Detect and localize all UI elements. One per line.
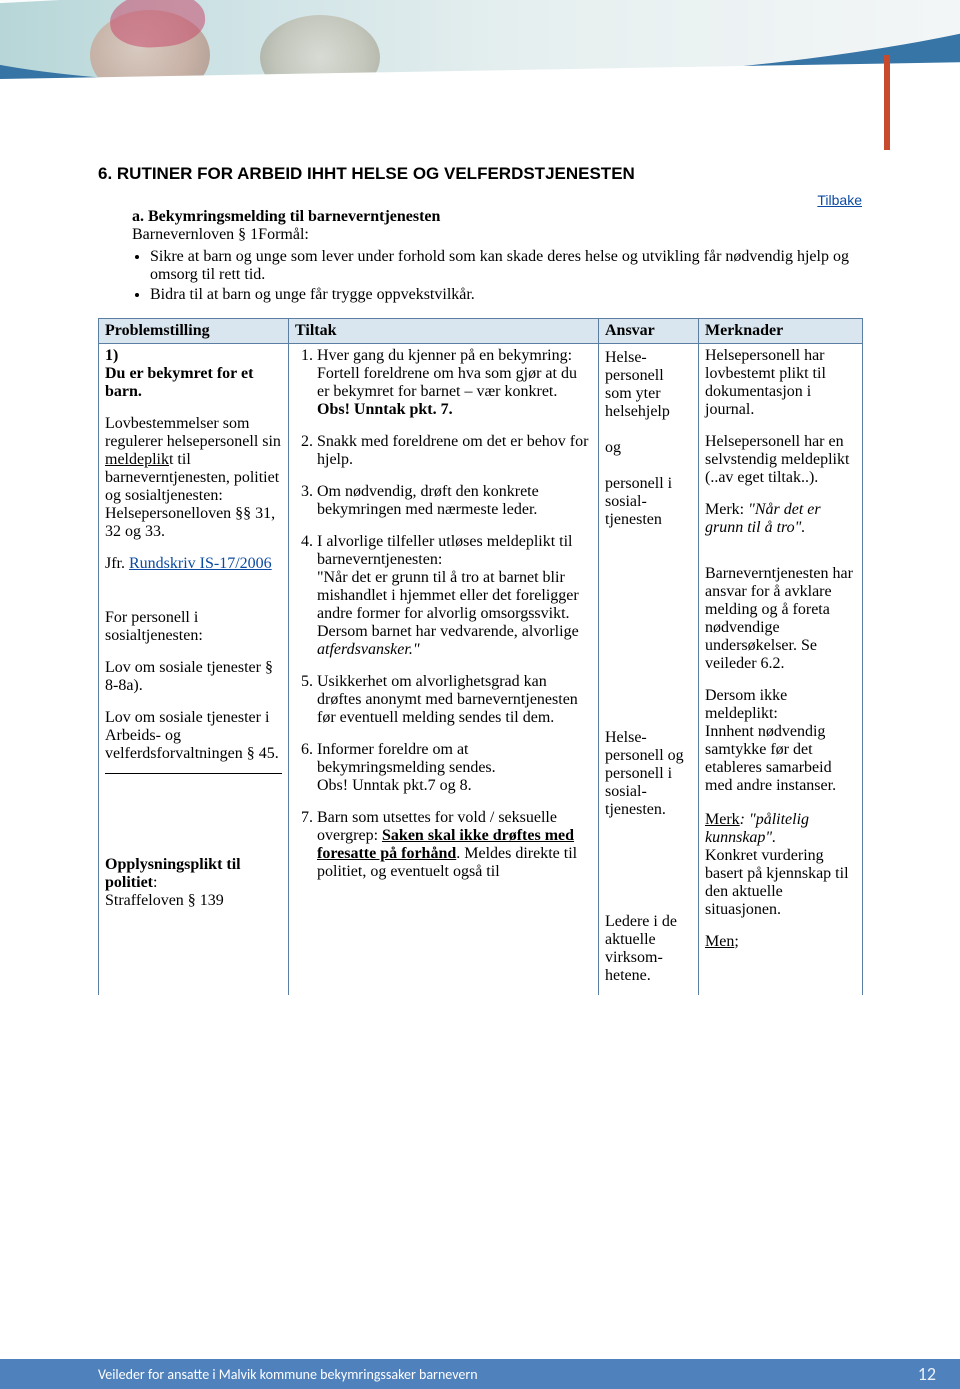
table-row: 1) Du er bekymret for et barn. Lovbestem… [99, 344, 863, 996]
tiltak-item: Usikkerhet om alvorlighetsgrad kan drøft… [317, 673, 592, 727]
intro-lead-a: a. [132, 208, 144, 225]
lov-paragraph: Helsepersonelloven §§ 31, 32 og 33. [105, 505, 282, 541]
intro: a. Bekymringsmelding til barneverntjenes… [132, 208, 862, 304]
footer-text: Veileder for ansatte i Malvik kommune be… [98, 1366, 478, 1383]
ansvar-2: Helse-personell og personell i sosial-tj… [605, 729, 692, 819]
page-number: 12 [918, 1363, 936, 1385]
merk-5b: Innhent nødvendig samtykke før det etabl… [705, 723, 836, 794]
cell-tiltak: Hver gang du kjenner på en bekymring: Fo… [289, 344, 599, 996]
tiltak-item: Om nødvendig, drøft den konkrete bekymri… [317, 483, 592, 519]
row-number: 1) [105, 347, 282, 365]
cell-merknader: Helsepersonell har lovbestemt plikt til … [699, 344, 863, 996]
page: 6. RUTINER FOR ARBEID IHHT HELSE OG VELF… [0, 0, 960, 1389]
jfr-label: Jfr. [105, 555, 129, 572]
merk-6d: Konkret vurdering basert på kjennskap ti… [705, 847, 856, 919]
merk-3a: Merk: [705, 501, 748, 518]
intro-lead-label: Bekymringsmelding til barneverntjenesten [148, 208, 440, 225]
merk-1: Helsepersonell har lovbestemt plikt til … [705, 347, 856, 419]
header-banner [0, 0, 960, 150]
ansvar-3: Ledere i de aktuelle virksom-hetene. [605, 913, 692, 985]
merk-7a: Men [705, 933, 734, 950]
cell-problemstilling: 1) Du er bekymret for et barn. Lovbestem… [99, 344, 289, 996]
footer: Veileder for ansatte i Malvik kommune be… [0, 1359, 960, 1389]
ansvar-1c: personell i sosial-tjenesten [605, 475, 692, 529]
th-problemstilling: Problemstilling [99, 319, 289, 344]
intro-bullets: Sikre at barn og unge som lever under fo… [150, 248, 862, 304]
row-title: Du er bekymret for et barn. [105, 365, 282, 401]
th-tiltak: Tiltak [289, 319, 599, 344]
cell-ansvar: Helse-personell som yter helsehjelp og p… [599, 344, 699, 996]
ansvar-1b: og [605, 439, 692, 457]
sos-law1: Lov om sosiale tjenester § 8-8a). [105, 659, 282, 695]
straffeloven: Straffeloven § 139 [105, 892, 282, 910]
th-ansvar: Ansvar [599, 319, 699, 344]
th-merknader: Merknader [699, 319, 863, 344]
intro-bullet: Sikre at barn og unge som lever under fo… [150, 248, 862, 284]
back-link[interactable]: Tilbake [98, 192, 862, 208]
tiltak-item: Barn som utsettes for vold / seksuelle o… [317, 809, 592, 881]
content: 6. RUTINER FOR ARBEID IHHT HELSE OG VELF… [0, 164, 960, 1031]
opplysningsplikt-label: Opplysningsplikt til politiet [105, 856, 241, 891]
merk-6b: : "påliteli [740, 811, 801, 828]
lov-text: Lovbestemmelser som regulerer helseperso… [105, 415, 281, 450]
tiltak-list: Hver gang du kjenner på en bekymring: Fo… [317, 347, 592, 881]
merk-2: Helsepersonell har en selvstendig meldep… [705, 433, 856, 487]
table-header-row: Problemstilling Tiltak Ansvar Merknader [99, 319, 863, 344]
ansvar-1: Helse-personell som yter helsehjelp [605, 349, 692, 421]
opplysningsplikt-colon: : [153, 874, 157, 891]
tiltak-item: Hver gang du kjenner på en bekymring: Fo… [317, 347, 592, 419]
tiltak-item: I alvorlige tilfeller utløses meldeplikt… [317, 533, 592, 659]
merk-4: Barneverntjenesten har ansvar for å avkl… [705, 565, 856, 673]
rundskriv-link[interactable]: Rundskriv IS-17/2006 [129, 555, 272, 572]
sos-law2: Lov om sosiale tjenester i Arbeids- og v… [105, 709, 282, 774]
lov-underline: meldeplik [105, 451, 169, 468]
intro-law: Barnevernloven § 1Formål: [132, 226, 862, 244]
merk-5a: Dersom ikke meldeplikt: [705, 687, 787, 722]
accent-bar [884, 55, 890, 150]
merk-6a: Merk [705, 811, 740, 828]
intro-bullet: Bidra til at barn og unge får trygge opp… [150, 286, 862, 304]
sos-intro: For personell i sosialtjenesten: [105, 609, 282, 645]
tiltak-item: Informer foreldre om at bekymringsmeldin… [317, 741, 592, 795]
section-title: 6. RUTINER FOR ARBEID IHHT HELSE OG VELF… [98, 164, 862, 184]
routine-table: Problemstilling Tiltak Ansvar Merknader … [98, 318, 863, 995]
merk-7b: ; [734, 933, 738, 950]
tiltak-item: Snakk med foreldrene om det er behov for… [317, 433, 592, 469]
